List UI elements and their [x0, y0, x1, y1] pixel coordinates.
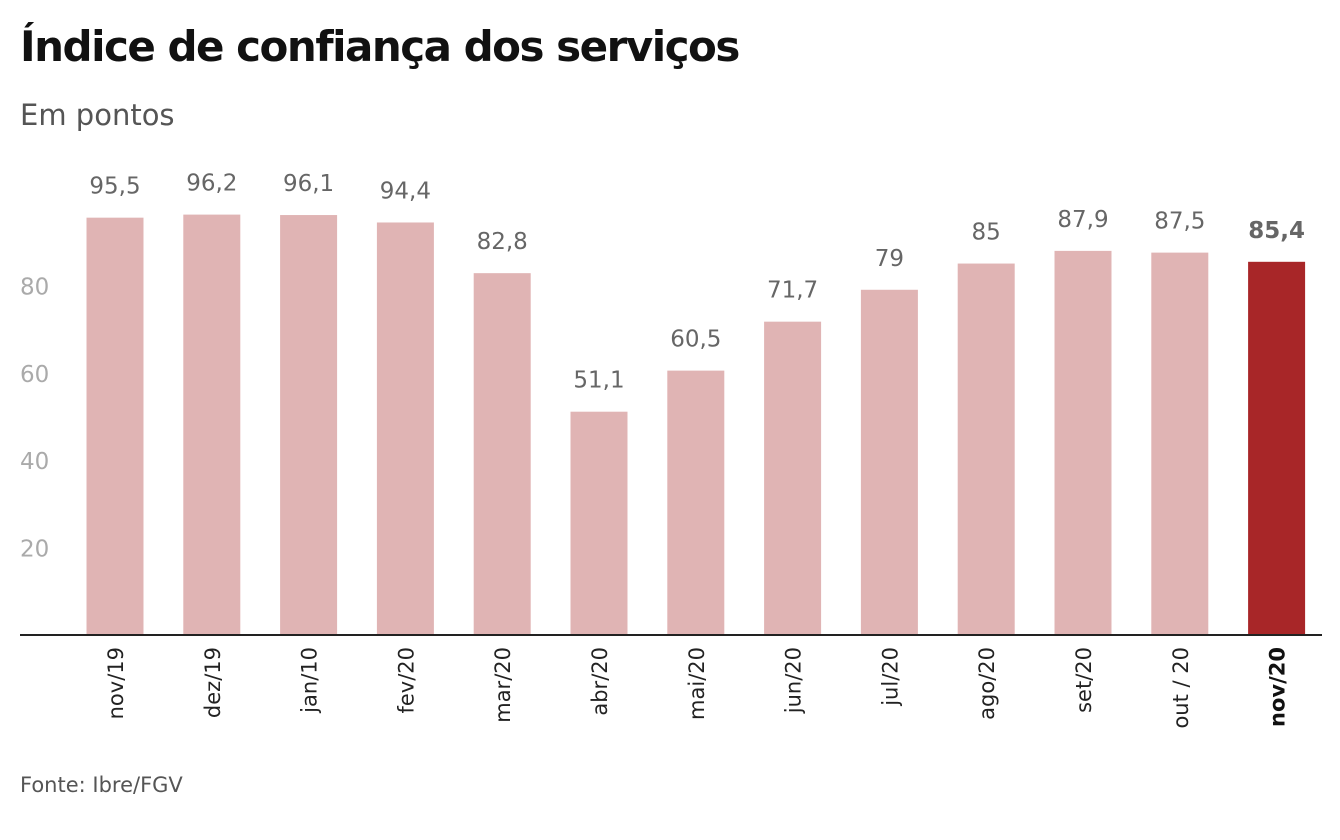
bar: [1248, 261, 1306, 635]
bar: [183, 214, 241, 635]
chart-title: Índice de confiança dos serviços: [20, 22, 740, 71]
x-tick-label: set/20: [1072, 647, 1096, 713]
y-tick-label: 80: [20, 274, 49, 300]
bar: [667, 370, 725, 635]
x-tick-label: fev/20: [394, 647, 418, 714]
value-labels-group: 95,5 96,2 96,1 94,4 82,8 51,1 60,5 71,7 79 85 87,9…: [89, 171, 1305, 394]
bar: [860, 289, 918, 635]
x-tick-label: mar/20: [491, 647, 515, 723]
x-tick-label: abr/20: [588, 647, 612, 716]
bar-value-label: 87,9: [1057, 207, 1108, 233]
x-tick-label: jul/20: [878, 647, 902, 707]
bar: [1054, 250, 1112, 635]
bar-value-label: 96,1: [283, 171, 334, 197]
bar-value-label: 85,4: [1248, 218, 1305, 244]
bars-group: [86, 214, 1306, 636]
bar-value-label: 94,4: [380, 178, 431, 204]
bar: [957, 263, 1015, 635]
x-axis-ticks: nov/19 dez/19 jan/10 fev/20 mar/20 abr/20 mai/…: [104, 647, 1290, 729]
bar-value-label: 82,8: [477, 229, 528, 255]
source-note: Fonte: Ibre/FGV: [20, 773, 183, 797]
bar-value-label: 60,5: [670, 327, 721, 353]
bar: [376, 222, 434, 636]
x-tick-label: nov/20: [1266, 647, 1290, 727]
y-tick-label: 20: [20, 537, 49, 563]
x-tick-label: ago/20: [975, 647, 999, 720]
bar-value-label: 96,2: [186, 171, 237, 197]
y-tick-label: 60: [20, 362, 49, 388]
bar: [86, 217, 144, 636]
bar-value-label: 51,1: [573, 368, 624, 394]
chart-subtitle: Em pontos: [20, 98, 175, 132]
x-tick-label: out / 20: [1169, 647, 1193, 729]
x-tick-label: nov/19: [104, 647, 128, 719]
x-tick-label: jan/10: [298, 647, 322, 714]
x-tick-label: dez/19: [201, 647, 225, 718]
bar-value-label: 79: [875, 246, 904, 272]
x-tick-label: jun/20: [782, 647, 806, 714]
bar: [1151, 252, 1209, 635]
bar-value-label: 87,5: [1154, 209, 1205, 235]
bar: [280, 215, 338, 635]
y-tick-label: 40: [20, 449, 49, 475]
bar: [473, 273, 531, 635]
bar: [764, 321, 822, 635]
bar-value-label: 95,5: [89, 174, 140, 200]
x-tick-label: mai/20: [685, 647, 709, 720]
bar-value-label: 85: [972, 220, 1001, 246]
y-axis-ticks: 20 40 60 80: [20, 274, 49, 562]
bar: [570, 411, 628, 635]
bar-chart: 20 40 60 80 95,5 96,2 96,1 94,4 82,8 51,1 60,5 71,…: [20, 171, 1322, 729]
bar-value-label: 71,7: [767, 278, 818, 304]
